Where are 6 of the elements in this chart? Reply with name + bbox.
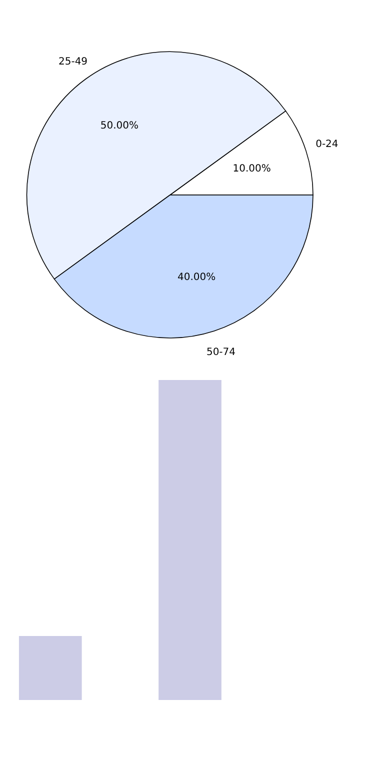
data-label: 50.00% — [100, 120, 139, 132]
slice-label: 50-74 — [206, 346, 236, 358]
data-label: 40.00% — [178, 272, 216, 283]
slice-label: 0-24 — [316, 139, 338, 150]
slice-label: 25-49 — [58, 56, 88, 68]
data-label: 10.00% — [232, 163, 271, 174]
